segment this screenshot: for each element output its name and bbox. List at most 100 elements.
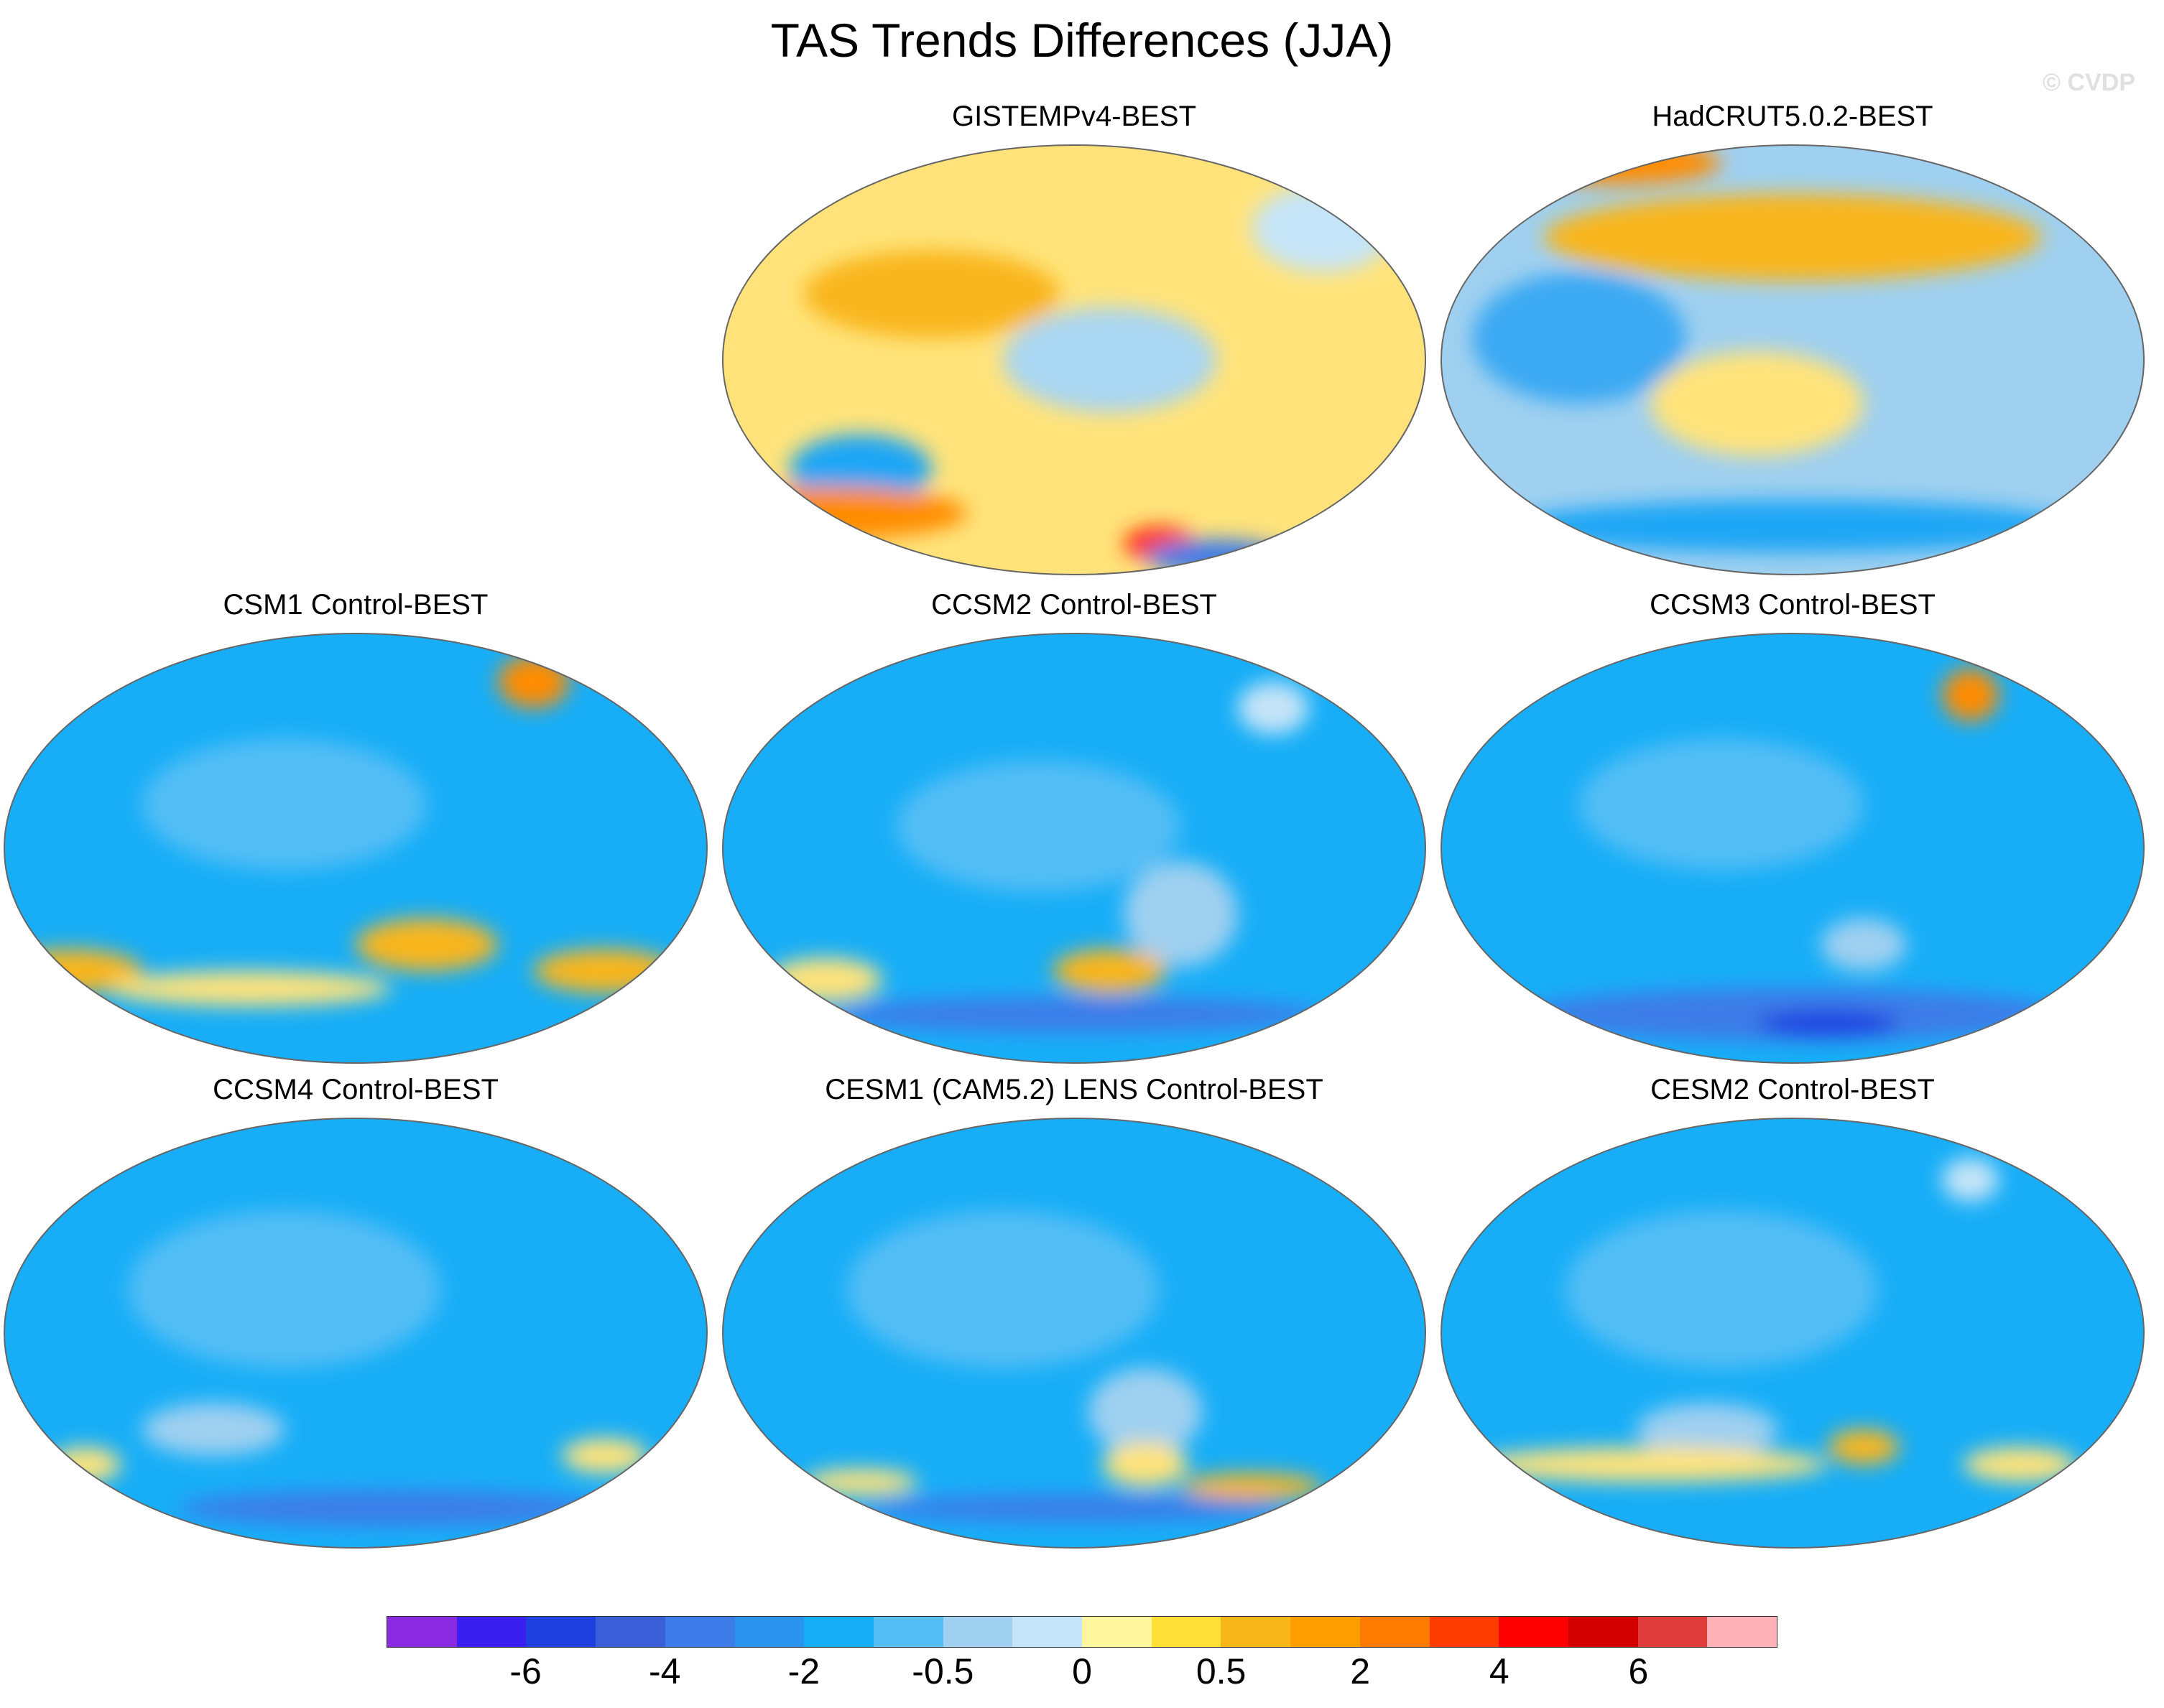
panel-title: CSM1 Control-BEST (223, 589, 489, 621)
map-border (722, 633, 1426, 1064)
panel-title: CESM1 (CAM5.2) LENS Control-BEST (825, 1074, 1323, 1105)
colorbar-tick-label: 2 (1350, 1651, 1371, 1691)
colorbar-swatch (1082, 1617, 1152, 1647)
anomaly-region (1757, 1010, 1900, 1037)
anomaly-region (1565, 1210, 1878, 1368)
map-border (722, 144, 1426, 575)
colorbar-tick-label: 6 (1628, 1651, 1649, 1691)
anomaly-region (896, 761, 1181, 892)
colorbar-tick-label: 4 (1489, 1651, 1509, 1691)
anomaly-region (1828, 1429, 1900, 1465)
anomaly-region (1543, 193, 2042, 282)
colorbar-swatch (1221, 1617, 1291, 1647)
colorbar-swatch (734, 1617, 805, 1647)
colorbar-tick-label: 0.5 (1196, 1651, 1247, 1691)
anomaly-region (50, 1447, 121, 1482)
anomaly-region (1124, 861, 1238, 967)
anomaly-region (1508, 145, 1721, 185)
anomaly-region (1088, 1368, 1203, 1456)
anomaly-region (142, 1403, 285, 1456)
figure-title: TAS Trends Differences (JJA) (770, 14, 1394, 67)
anomaly-region (1003, 307, 1216, 413)
colorbar-swatch (1568, 1617, 1638, 1647)
anomaly-region (1579, 738, 1864, 871)
colorbar-swatch (1499, 1617, 1568, 1647)
anomaly-region (562, 1438, 647, 1474)
map-border (1441, 144, 2145, 575)
world-map (1441, 1118, 2145, 1549)
map-panel: HadCRUT5.0.2-BEST (1437, 101, 2148, 579)
colorbar (387, 1616, 1777, 1648)
world-map (722, 633, 1426, 1064)
anomaly-region (1650, 351, 1864, 457)
anomaly-region (1102, 1442, 1188, 1487)
map-border (1441, 633, 2145, 1064)
map-border (4, 1118, 708, 1549)
anomaly-region (1941, 1158, 1999, 1202)
colorbar-swatch (1012, 1617, 1083, 1647)
panel-title: CCSM4 Control-BEST (213, 1074, 499, 1105)
anomaly-region (533, 949, 676, 993)
panel-title: HadCRUT5.0.2-BEST (1652, 101, 1933, 132)
anomaly-region (142, 738, 427, 871)
colorbar-tick-label: -4 (648, 1651, 681, 1691)
colorbar-tick-label: -0.5 (912, 1651, 974, 1691)
anomaly-region (1472, 1447, 1828, 1482)
anomaly-region (128, 1210, 441, 1368)
map-panel: CESM1 (CAM5.2) LENS Control-BEST (718, 1074, 1430, 1552)
anomaly-region (846, 1210, 1160, 1368)
map-panel: CCSM3 Control-BEST (1437, 589, 2148, 1067)
colorbar-swatch (1151, 1617, 1221, 1647)
anomaly-region (1472, 272, 1686, 404)
map-panel: CCSM4 Control-BEST (0, 1074, 711, 1552)
map-panel: CESM2 Control-BEST (1437, 1074, 2148, 1552)
world-map (722, 1118, 1426, 1549)
anomaly-region (768, 957, 882, 1002)
anomaly-region (1180, 1473, 1323, 1500)
colorbar-swatch (804, 1617, 874, 1647)
anomaly-region (1636, 1403, 1779, 1456)
map-border (722, 1118, 1426, 1549)
anomaly-region (1963, 1447, 2077, 1482)
colorbar-swatch (1637, 1617, 1708, 1647)
colorbar-swatch (943, 1617, 1013, 1647)
colorbar-tick-label: 0 (1072, 1651, 1092, 1691)
colorbar-swatch (665, 1617, 735, 1647)
anomaly-region (356, 918, 498, 971)
world-map (4, 1118, 708, 1549)
map-border (1441, 1118, 2145, 1549)
colorbar-swatch (873, 1617, 943, 1647)
anomaly-region (1508, 500, 2077, 553)
anomaly-region (861, 1495, 1287, 1522)
colorbar-swatch (596, 1617, 665, 1647)
anomaly-region (1053, 949, 1167, 993)
world-map (722, 144, 1426, 575)
anomaly-region (106, 970, 392, 1006)
colorbar-swatch (1707, 1617, 1777, 1647)
anomaly-region (1252, 185, 1395, 272)
colorbar-swatch (526, 1617, 596, 1647)
anomaly-region (1145, 539, 1287, 575)
colorbar-tick-label: -2 (787, 1651, 820, 1691)
colorbar-swatch (456, 1617, 527, 1647)
anomaly-region (803, 250, 1060, 338)
anomaly-region (177, 1490, 605, 1526)
map-border (4, 633, 708, 1064)
panel-title: GISTEMPv4-BEST (951, 101, 1197, 132)
watermark: © CVDP (2043, 69, 2135, 96)
world-map (1441, 144, 2145, 575)
panel-title: CCSM2 Control-BEST (931, 589, 1217, 621)
anomaly-region (1821, 918, 1907, 971)
colorbar-swatch (1429, 1617, 1499, 1647)
anomaly-region (825, 997, 1323, 1033)
colorbar-tick-label: -6 (509, 1651, 542, 1691)
world-map (4, 633, 708, 1064)
anomaly-region (1941, 668, 1999, 722)
panel-title: CESM2 Control-BEST (1650, 1074, 1935, 1105)
world-map (1441, 633, 2145, 1064)
colorbar-swatch (1290, 1617, 1360, 1647)
anomaly-region (1237, 682, 1309, 735)
colorbar-swatch (387, 1617, 457, 1647)
colorbar-labels: -6 -4 -2 -0.5 0 0.5 2 4 6 (387, 1651, 1777, 1694)
map-panel: CCSM2 Control-BEST (718, 589, 1430, 1067)
